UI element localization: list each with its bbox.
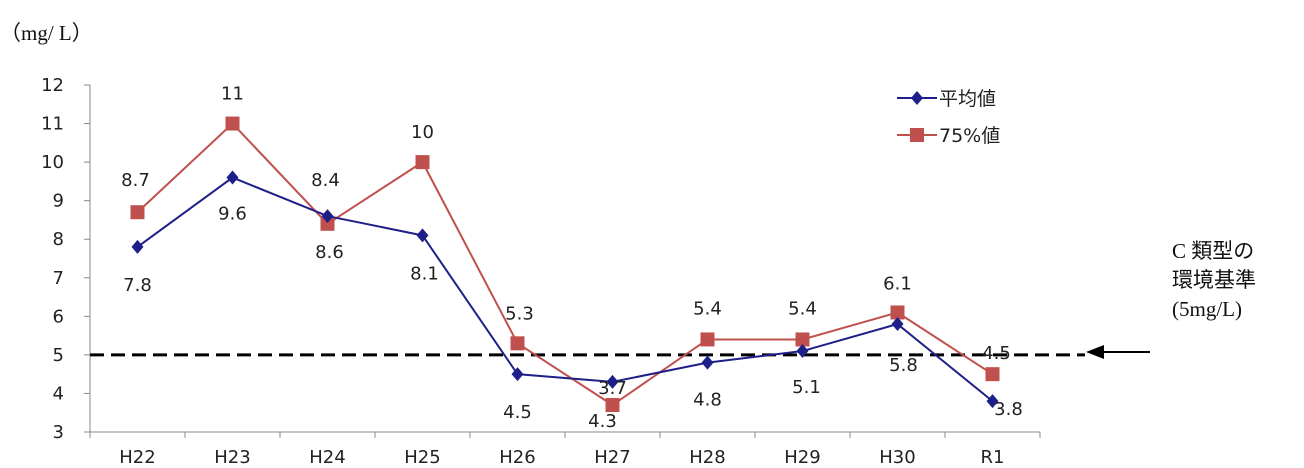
y-tick-label: 8 bbox=[53, 229, 64, 250]
p75-point bbox=[700, 332, 715, 347]
mean-data-label: 4.5 bbox=[503, 402, 532, 423]
y-tick-label: 12 bbox=[41, 75, 64, 96]
p75-data-label: 8.4 bbox=[311, 170, 340, 191]
mean-data-label: 8.6 bbox=[315, 242, 344, 263]
mean-point bbox=[226, 170, 239, 185]
y-tick-label: 9 bbox=[53, 191, 64, 212]
mean-data-label: 8.1 bbox=[410, 263, 439, 284]
mean-point bbox=[416, 228, 429, 243]
y-tick-label: 3 bbox=[53, 422, 64, 443]
mean-point bbox=[986, 394, 999, 409]
x-tick-label: H25 bbox=[404, 447, 440, 468]
p75-data-label: 5.4 bbox=[693, 298, 722, 319]
x-tick-label: H23 bbox=[214, 447, 250, 468]
mean-point bbox=[131, 239, 144, 254]
mean-data-label: 9.6 bbox=[218, 204, 247, 225]
mean-data-label: 7.8 bbox=[123, 275, 152, 296]
mean-data-label: 3.8 bbox=[994, 399, 1023, 420]
p75-point bbox=[890, 305, 905, 320]
x-tick-label: H24 bbox=[309, 447, 345, 468]
x-tick-label: H28 bbox=[689, 447, 725, 468]
standard-line-3: (5mg/L) bbox=[1172, 297, 1242, 321]
chart-legend: 平均値 75%値 bbox=[897, 88, 1000, 147]
mean-point bbox=[891, 317, 904, 332]
legend-label: 75%値 bbox=[939, 125, 1000, 147]
p75-point bbox=[320, 216, 335, 231]
y-unit-label: （mg/ L） bbox=[0, 21, 93, 45]
y-tick-label: 6 bbox=[53, 306, 64, 327]
x-tick-label: R1 bbox=[981, 447, 1005, 468]
series-line bbox=[136, 122, 994, 407]
p75-data-label: 5.3 bbox=[505, 303, 534, 324]
series-line bbox=[136, 176, 994, 402]
standard-line-2: 環境基準 bbox=[1172, 268, 1256, 292]
mean-data-label: 4.3 bbox=[588, 411, 617, 432]
y-tick-label: 7 bbox=[53, 268, 64, 289]
p75-point bbox=[510, 336, 525, 351]
legend-label: 平均値 bbox=[939, 88, 996, 110]
mean-point bbox=[321, 209, 334, 224]
mean-data-label: 5.1 bbox=[792, 377, 821, 398]
p75-data-label: 6.1 bbox=[883, 273, 912, 294]
left-arrow-icon bbox=[1086, 345, 1150, 359]
p75-point bbox=[985, 367, 1000, 382]
x-tick-label: H30 bbox=[879, 447, 915, 468]
standard-line-1: C 類型の bbox=[1172, 239, 1254, 263]
y-tick-label: 11 bbox=[41, 114, 64, 135]
y-tick-label: 5 bbox=[53, 345, 64, 366]
legend-marker bbox=[911, 91, 923, 105]
mean-point bbox=[701, 355, 714, 370]
y-tick-label: 10 bbox=[41, 152, 64, 173]
standard-annotation: C 類型の 環境基準 (5mg/L) bbox=[1086, 239, 1256, 359]
legend-marker bbox=[910, 128, 924, 142]
x-tick-label: H26 bbox=[499, 447, 535, 468]
p75-point bbox=[795, 332, 810, 347]
p75-data-label: 8.7 bbox=[121, 170, 150, 191]
data-labels-group: 7.8 9.6 8.6 8.1 4.5 4.3 4.8 5.1 5.8 3.8 8.7 11 8.4 10… bbox=[121, 84, 1023, 432]
x-tick-label: H29 bbox=[784, 447, 820, 468]
p75-point bbox=[605, 398, 620, 413]
x-tick-label: H27 bbox=[594, 447, 630, 468]
p75-data-label: 11 bbox=[221, 84, 244, 105]
p75-data-label: 10 bbox=[411, 122, 434, 143]
series-group bbox=[130, 116, 1000, 413]
y-tick-label: 4 bbox=[53, 383, 64, 404]
mean-point bbox=[606, 374, 619, 389]
p75-data-label: 5.4 bbox=[788, 298, 817, 319]
p75-data-label: 3.7 bbox=[598, 378, 627, 399]
mean-point bbox=[511, 367, 524, 382]
p75-point bbox=[130, 205, 145, 220]
chart-axes: 3 4 5 6 7 8 9 10 11 12 H22 H23 H24 H25 H26 H27 H28 H29 H30… bbox=[41, 75, 1041, 468]
mean-data-label: 5.8 bbox=[889, 355, 918, 376]
x-tick-label: H22 bbox=[119, 447, 155, 468]
mean-point bbox=[796, 344, 809, 359]
p75-point bbox=[415, 155, 430, 170]
p75-point bbox=[225, 116, 240, 131]
mean-data-label: 4.8 bbox=[693, 390, 722, 411]
p75-data-label: 4.5 bbox=[982, 343, 1011, 364]
